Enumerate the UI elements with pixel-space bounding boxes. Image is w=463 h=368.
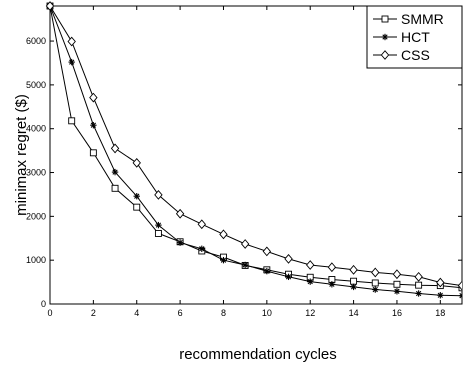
- data-point-css: [219, 229, 228, 240]
- legend: SMMR HCT CSS: [366, 5, 463, 69]
- data-point-css: [89, 92, 98, 103]
- data-point-hct: [285, 273, 292, 281]
- data-point-hct: [133, 192, 140, 200]
- data-point-css: [371, 267, 380, 278]
- data-point-smmr: [371, 279, 379, 287]
- y-tick-label: 6000: [26, 36, 46, 46]
- x-tick-label: 18: [435, 308, 445, 318]
- data-point-css: [284, 253, 293, 264]
- data-point-hct: [263, 267, 271, 275]
- data-point-hct: [458, 292, 462, 299]
- x-tick-label: 4: [134, 308, 139, 318]
- data-point-css: [132, 157, 141, 168]
- data-point-css: [349, 264, 358, 275]
- data-point-css: [175, 208, 185, 219]
- x-tick-label: 12: [305, 308, 315, 318]
- y-tick-label: 3000: [26, 168, 46, 178]
- data-point-hct: [241, 261, 249, 269]
- data-point-css: [262, 246, 272, 257]
- data-point-hct: [415, 290, 422, 297]
- legend-item-hct: HCT: [373, 29, 430, 45]
- x-tick-label: 10: [262, 308, 272, 318]
- data-point-css: [45, 1, 55, 11]
- legend-label-css: CSS: [401, 47, 430, 63]
- y-tick-label: 5000: [26, 80, 46, 90]
- x-tick-label: 6: [178, 308, 183, 318]
- data-point-css: [457, 280, 462, 291]
- data-point-css: [110, 143, 120, 154]
- data-point-hct: [328, 281, 336, 288]
- data-point-hct: [198, 245, 205, 252]
- data-point-hct: [111, 168, 119, 176]
- series-css: [45, 1, 462, 291]
- data-point-hct: [393, 288, 401, 295]
- data-point-css: [240, 239, 250, 249]
- data-point-smmr: [393, 280, 401, 288]
- x-tick-label: 16: [392, 308, 402, 318]
- x-tick-label: 2: [91, 308, 96, 318]
- data-point-css: [154, 189, 163, 200]
- series-line-hct: [49, 5, 462, 297]
- data-point-smmr: [111, 184, 119, 192]
- y-tick-label: 2000: [26, 211, 46, 221]
- legend-marker-smmr: [381, 15, 389, 23]
- data-point-css: [414, 271, 423, 282]
- data-point-smmr: [68, 117, 76, 125]
- y-tick-label: 0: [41, 299, 46, 309]
- data-point-hct: [372, 286, 379, 293]
- data-point-hct: [307, 278, 314, 285]
- data-point-css: [327, 262, 337, 273]
- data-point-css: [67, 36, 76, 47]
- data-point-smmr: [89, 149, 97, 157]
- legend-marker-hct: [381, 33, 389, 41]
- data-point-hct: [176, 239, 184, 246]
- x-axis-label: recommendation cycles: [179, 346, 337, 363]
- data-point-hct: [90, 122, 97, 129]
- y-tick-label: 1000: [26, 255, 46, 265]
- data-point-css: [306, 260, 315, 270]
- data-point-hct: [220, 256, 227, 264]
- data-point-hct: [155, 221, 162, 229]
- data-point-css: [392, 269, 402, 280]
- data-point-smmr: [415, 281, 423, 289]
- legend-item-css: CSS: [373, 47, 430, 63]
- data-point-hct: [350, 283, 357, 291]
- x-tick-label: 14: [349, 308, 359, 318]
- plot-area: [45, 1, 462, 299]
- data-point-hct: [68, 58, 75, 66]
- legend-label-hct: HCT: [401, 29, 430, 45]
- legend-item-smmr: SMMR: [373, 11, 444, 27]
- data-point-smmr: [350, 277, 358, 285]
- y-axis-label: minimax regret ($): [13, 94, 30, 216]
- y-tick-label: 4000: [26, 124, 46, 134]
- data-point-hct: [437, 292, 444, 299]
- data-point-css: [436, 277, 445, 288]
- x-tick-label: 0: [47, 308, 52, 318]
- data-point-smmr: [133, 203, 141, 211]
- data-point-css: [197, 219, 206, 230]
- legend-marker-css: [380, 50, 390, 60]
- data-point-smmr: [154, 229, 162, 237]
- legend-label-smmr: SMMR: [401, 11, 444, 27]
- x-tick-label: 8: [221, 308, 226, 318]
